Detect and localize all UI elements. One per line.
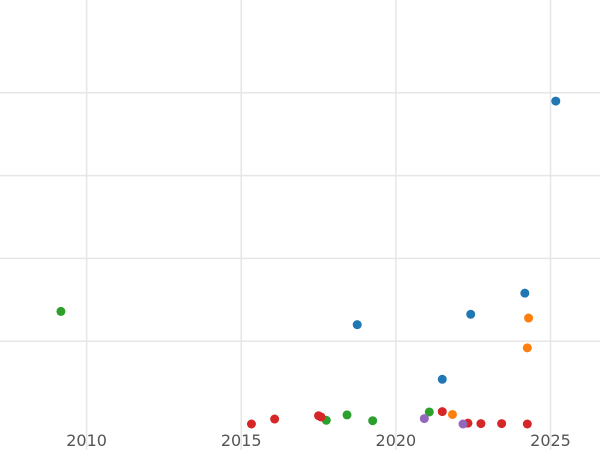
data-point-series4-7 [476, 419, 486, 429]
data-point-series2-2 [522, 343, 532, 353]
x-tick-label-2010: 2010 [66, 431, 107, 450]
data-point-series2-3 [447, 409, 457, 419]
data-point-series4-5 [437, 407, 447, 417]
data-point-series1-2 [520, 288, 530, 298]
data-point-series3-2 [342, 410, 352, 420]
data-point-series4-1 [246, 419, 256, 429]
x-axis-tick-labels: 2010 2015 2020 2025 [66, 431, 571, 450]
data-point-series5-1 [419, 414, 429, 424]
x-tick-label-2025: 2025 [530, 431, 571, 450]
data-point-series4-8 [497, 419, 507, 429]
data-point-series3-4 [368, 416, 378, 426]
data-point-series5-2 [458, 419, 468, 429]
data-point-series4-9 [522, 419, 532, 429]
data-point-series2-1 [524, 313, 534, 323]
data-point-series4-2 [270, 414, 280, 424]
data-point-series1-1 [551, 96, 561, 106]
data-point-series1-3 [466, 309, 476, 319]
x-tick-label-2015: 2015 [221, 431, 262, 450]
data-points [56, 96, 561, 429]
x-tick-label-2020: 2020 [376, 431, 417, 450]
data-point-series3-1 [56, 306, 66, 316]
data-point-series1-4 [352, 320, 362, 330]
data-point-series4-4 [316, 412, 326, 422]
data-point-series1-5 [437, 374, 447, 384]
data-point-series3-5 [424, 407, 434, 417]
